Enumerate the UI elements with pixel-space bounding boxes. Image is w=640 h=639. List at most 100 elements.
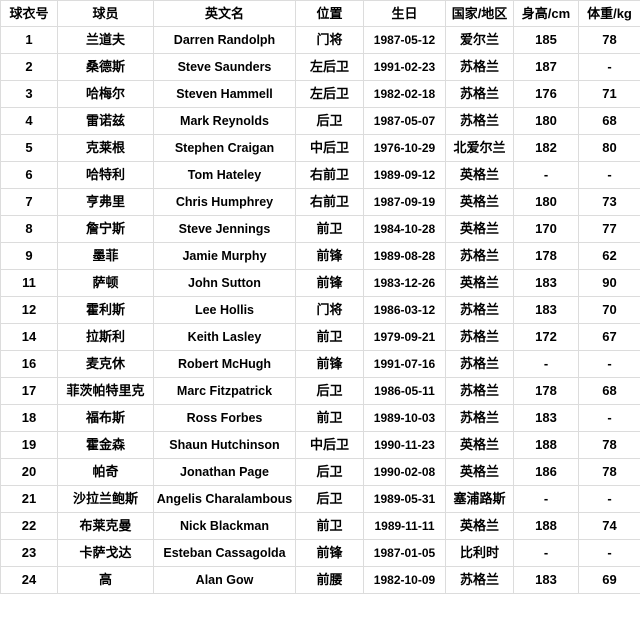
cell-height: 178 xyxy=(513,242,579,270)
cell-cname: 克莱根 xyxy=(57,134,154,162)
table-row: 18 福布斯 Ross Forbes 前卫 1989-10-03 苏格兰 183- xyxy=(0,404,640,432)
cell-pos: 前卫 xyxy=(295,512,364,540)
cell-country: 英格兰 xyxy=(445,161,514,189)
cell-weight: 73 xyxy=(578,188,640,216)
cell-pos: 门将 xyxy=(295,296,364,324)
cell-number: 18 xyxy=(0,404,58,432)
cell-country: 苏格兰 xyxy=(445,404,514,432)
cell-height: 183 xyxy=(513,404,579,432)
cell-ename: Tom Hateley xyxy=(153,161,296,189)
cell-bday: 1989-11-11 xyxy=(363,512,446,540)
cell-ename: Jamie Murphy xyxy=(153,242,296,270)
cell-country: 英格兰 xyxy=(445,458,514,486)
cell-country: 苏格兰 xyxy=(445,53,514,81)
cell-bday: 1986-05-11 xyxy=(363,377,446,405)
cell-number: 3 xyxy=(0,80,58,108)
cell-weight: 77 xyxy=(578,215,640,243)
cell-bday: 1979-09-21 xyxy=(363,323,446,351)
cell-weight: 80 xyxy=(578,134,640,162)
table-row: 20 帕奇 Jonathan Page 后卫 1990-02-08 英格兰 186 78 xyxy=(0,458,640,486)
column-header-ename: 英文名 xyxy=(153,0,296,27)
cell-country: 苏格兰 xyxy=(445,350,514,378)
cell-weight: - xyxy=(578,539,640,567)
table-row: 14 拉斯利 Keith Lasley 前卫 1979-09-21 苏格兰 172 67 xyxy=(0,323,640,351)
cell-height: 180 xyxy=(513,107,579,135)
cell-bday: 1990-02-08 xyxy=(363,458,446,486)
cell-pos: 后卫 xyxy=(295,377,364,405)
cell-pos: 前锋 xyxy=(295,269,364,297)
cell-number: 1 xyxy=(0,26,58,54)
cell-country: 塞浦路斯 xyxy=(445,485,514,513)
cell-cname: 桑德斯 xyxy=(57,53,154,81)
cell-cname: 詹宁斯 xyxy=(57,215,154,243)
table-row: 9 墨菲 Jamie Murphy 前锋 1989-08-28 苏格兰 178 62 xyxy=(0,242,640,270)
cell-number: 2 xyxy=(0,53,58,81)
cell-number: 6 xyxy=(0,161,58,189)
cell-cname: 帕奇 xyxy=(57,458,154,486)
cell-bday: 1991-02-23 xyxy=(363,53,446,81)
cell-country: 苏格兰 xyxy=(445,80,514,108)
cell-number: 21 xyxy=(0,485,58,513)
cell-cname: 霍金森 xyxy=(57,431,154,459)
cell-weight: 67 xyxy=(578,323,640,351)
cell-height: 183 xyxy=(513,296,579,324)
cell-ename: Nick Blackman xyxy=(153,512,296,540)
cell-weight: 68 xyxy=(578,107,640,135)
table-row: 8 詹宁斯 Steve Jennings 前卫 1984-10-28 英格兰 170 77 xyxy=(0,215,640,243)
cell-weight: 90 xyxy=(578,269,640,297)
cell-pos: 后卫 xyxy=(295,485,364,513)
cell-ename: Chris Humphrey xyxy=(153,188,296,216)
cell-height: 180 xyxy=(513,188,579,216)
cell-ename: Stephen Craigan xyxy=(153,134,296,162)
cell-cname: 萨顿 xyxy=(57,269,154,297)
cell-bday: 1989-09-12 xyxy=(363,161,446,189)
cell-number: 9 xyxy=(0,242,58,270)
cell-country: 英格兰 xyxy=(445,512,514,540)
cell-ename: Angelis Charalambous xyxy=(153,485,296,513)
cell-cname: 亨弗里 xyxy=(57,188,154,216)
cell-country: 苏格兰 xyxy=(445,107,514,135)
cell-cname: 福布斯 xyxy=(57,404,154,432)
cell-pos: 左后卫 xyxy=(295,53,364,81)
cell-country: 英格兰 xyxy=(445,188,514,216)
cell-country: 苏格兰 xyxy=(445,377,514,405)
cell-pos: 门将 xyxy=(295,26,364,54)
column-header-pos: 位置 xyxy=(295,0,364,27)
cell-ename: Steve Jennings xyxy=(153,215,296,243)
cell-cname: 布莱克曼 xyxy=(57,512,154,540)
cell-number: 11 xyxy=(0,269,58,297)
cell-weight: - xyxy=(578,53,640,81)
cell-number: 4 xyxy=(0,107,58,135)
column-header-country: 国家/地区 xyxy=(445,0,514,27)
cell-bday: 1987-05-12 xyxy=(363,26,446,54)
cell-cname: 雷诺兹 xyxy=(57,107,154,135)
table-row: 12 霍利斯 Lee Hollis 门将 1986-03-12 苏格兰 183 70 xyxy=(0,296,640,324)
cell-bday: 1982-02-18 xyxy=(363,80,446,108)
cell-ename: Steve Saunders xyxy=(153,53,296,81)
cell-cname: 菲茨帕特里克 xyxy=(57,377,154,405)
cell-bday: 1989-05-31 xyxy=(363,485,446,513)
cell-height: - xyxy=(513,539,579,567)
cell-height: 185 xyxy=(513,26,579,54)
cell-pos: 前卫 xyxy=(295,323,364,351)
cell-ename: Lee Hollis xyxy=(153,296,296,324)
cell-ename: Darren Randolph xyxy=(153,26,296,54)
cell-number: 24 xyxy=(0,566,58,594)
table-row: 21 沙拉兰鲍斯 Angelis Charalambous 后卫 1989-05-31 塞… xyxy=(0,485,640,513)
table-row: 1 兰道夫 Darren Randolph 门将 1987-05-12 爱尔兰 185 78 xyxy=(0,26,640,54)
cell-country: 英格兰 xyxy=(445,269,514,297)
cell-cname: 霍利斯 xyxy=(57,296,154,324)
cell-number: 19 xyxy=(0,431,58,459)
table-row: 22 布莱克曼 Nick Blackman 前卫 1989-11-11 英格兰 188 74 xyxy=(0,512,640,540)
cell-country: 北爱尔兰 xyxy=(445,134,514,162)
cell-weight: 68 xyxy=(578,377,640,405)
cell-number: 16 xyxy=(0,350,58,378)
cell-pos: 中后卫 xyxy=(295,431,364,459)
cell-pos: 右前卫 xyxy=(295,188,364,216)
column-header-bday: 生日 xyxy=(363,0,446,27)
table-row: 3 哈梅尔 Steven Hammell 左后卫 1982-02-18 苏格兰 176 71 xyxy=(0,80,640,108)
cell-country: 苏格兰 xyxy=(445,323,514,351)
column-header-height: 身高/cm xyxy=(513,0,579,27)
cell-pos: 后卫 xyxy=(295,107,364,135)
cell-pos: 前锋 xyxy=(295,350,364,378)
